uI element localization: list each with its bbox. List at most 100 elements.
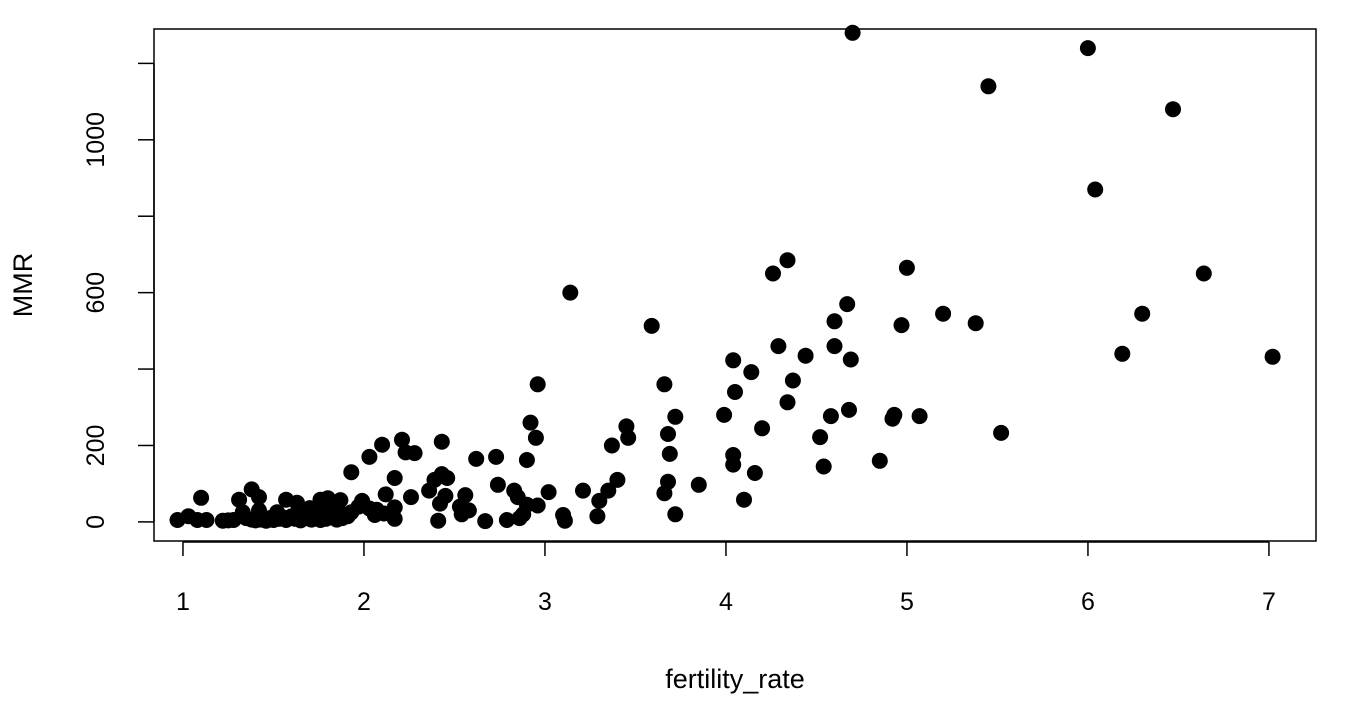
data-point [522,414,539,431]
data-point [893,317,910,334]
data-point [886,406,903,423]
x-axis: 1 2 3 4 5 6 7 [176,541,1276,616]
data-point [779,252,796,269]
data-point [477,513,494,530]
data-point [797,347,814,364]
data-point [403,489,419,506]
data-point [529,376,546,393]
data-point [377,486,394,503]
data-point [839,296,856,313]
data-point [575,482,591,499]
y-tick-label: 600 [82,272,110,314]
data-point [716,406,733,423]
data-point [822,408,839,425]
data-point [198,512,215,528]
x-tick-label: 6 [1081,588,1095,616]
data-point [430,512,447,529]
x-tick-label: 3 [538,588,552,616]
data-point [980,78,997,95]
data-point [529,497,546,514]
data-point [725,456,742,473]
data-point [339,508,356,525]
data-point [468,450,485,467]
data-point [779,394,796,411]
data-point [765,265,781,282]
data-point [871,452,888,469]
data-point [812,429,829,446]
data-point [589,508,606,525]
data-point [600,482,617,499]
data-point [667,506,684,523]
data-point [609,471,626,488]
data-point [433,433,450,450]
data-point [231,491,248,508]
data-point [343,464,360,481]
data-point [911,408,928,425]
data-point [1165,101,1181,118]
data-point [556,512,573,529]
data-point [488,448,505,465]
data-point [453,506,470,523]
data-point [661,445,678,462]
x-tick-label: 2 [357,588,371,616]
y-tick-label: 200 [82,425,110,467]
data-point [690,476,707,493]
data-point [725,352,742,369]
data-point [591,492,608,509]
data-point [432,495,448,512]
data-point [1134,305,1151,322]
data-point [225,512,242,528]
data-point [841,401,857,418]
y-axis: 0 200 600 1000 [82,62,155,529]
data-point [386,470,403,486]
data-point [784,372,801,389]
data-point [489,476,506,493]
data-point [394,431,410,448]
data-point [193,489,210,506]
data-point [1114,345,1131,362]
data-point [935,305,952,322]
data-point [993,424,1010,441]
data-point [898,259,915,276]
data-point [406,445,423,462]
data-point [439,470,456,486]
data-point [562,284,579,301]
x-tick-label: 5 [900,588,914,616]
y-axis-label: MMR [8,253,38,317]
data-point [620,429,637,446]
data-point [842,351,859,368]
y-tick-label: 1000 [82,112,110,168]
data-points [169,24,1281,530]
data-point [815,458,832,475]
data-point [826,338,843,355]
data-point [727,384,743,400]
data-point [736,491,752,508]
data-point [511,510,528,527]
data-point [643,317,660,334]
data-point [656,485,673,502]
data-point [826,313,843,330]
data-point [967,315,984,332]
data-point [518,452,535,468]
data-point [374,436,391,453]
data-point [498,512,515,528]
x-tick-label: 1 [176,588,190,616]
data-point [421,482,438,499]
data-point [361,448,378,465]
data-point [656,376,673,393]
data-point [527,429,544,446]
data-point [746,465,763,481]
data-point [660,426,676,442]
data-point [1079,40,1096,57]
x-tick-label: 4 [719,588,733,616]
data-point [754,420,771,437]
y-tick-label: 0 [82,515,110,529]
data-point [251,489,267,506]
x-axis-label: fertility_rate [665,664,805,694]
data-point [1087,181,1104,198]
data-point [386,510,403,527]
data-point [743,364,760,381]
data-point [667,408,684,425]
x-tick-label: 7 [1262,588,1276,616]
